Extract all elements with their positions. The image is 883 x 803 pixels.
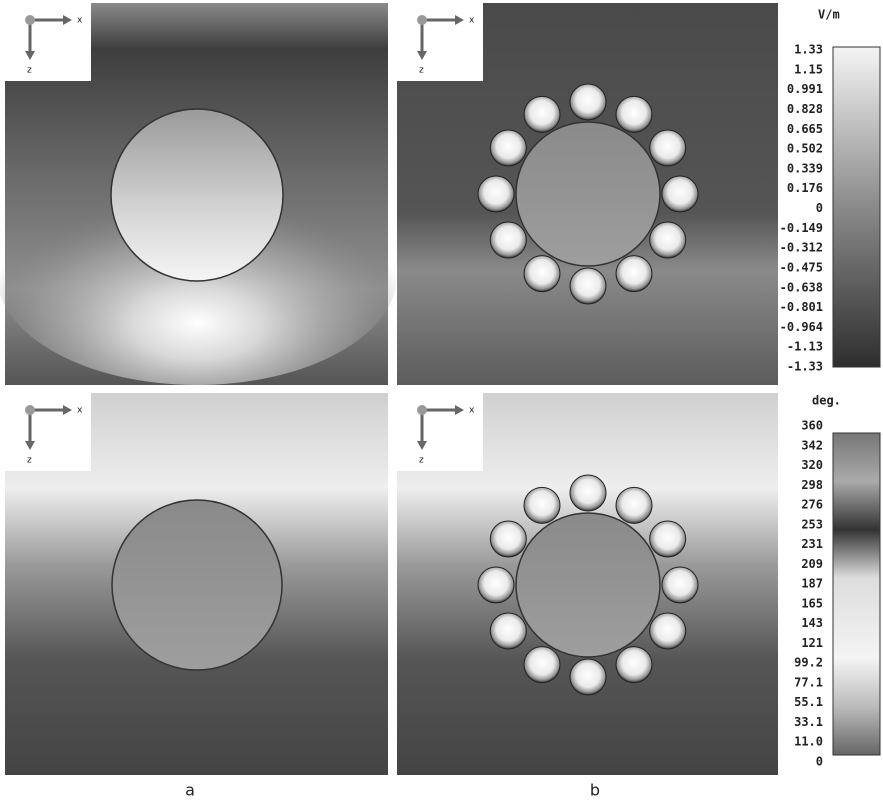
colorbar-tick-label: 0 <box>816 201 823 215</box>
sphere <box>524 96 560 132</box>
colorbar <box>833 47 880 367</box>
colorbar-tick-label: 0 <box>816 755 823 769</box>
axis-label: x <box>77 16 83 26</box>
axis-origin <box>25 15 35 25</box>
colorbar-tick-label: -0.475 <box>780 260 823 274</box>
cylinder <box>516 122 660 266</box>
sphere <box>616 256 652 292</box>
colorbar-tick-label: 360 <box>801 419 823 433</box>
axis-label: z <box>27 456 32 466</box>
sphere <box>616 487 652 523</box>
sphere <box>650 521 686 557</box>
colorbar-tick-label: 0.176 <box>787 181 823 195</box>
sphere <box>524 647 560 683</box>
colorbar-unit: deg. <box>812 394 841 408</box>
panel-label: b <box>590 781 600 800</box>
cylinder <box>111 109 283 281</box>
colorbar-tick-label: -0.149 <box>780 221 823 235</box>
colorbar-tick-label: 1.15 <box>794 62 823 76</box>
axis-label: z <box>419 66 424 76</box>
colorbar-tick-label: -0.964 <box>780 320 823 334</box>
colorbar-tick-label: 342 <box>801 438 823 452</box>
colorbar-tick-label: 77.1 <box>794 675 823 689</box>
sphere <box>662 567 698 603</box>
colorbar-tick-label: 1.33 <box>794 43 823 57</box>
sphere <box>570 475 606 511</box>
sphere <box>650 222 686 258</box>
colorbar-tick-label: 0.991 <box>787 82 823 96</box>
colorbar-tick-label: 0.502 <box>787 142 823 156</box>
axis-label: z <box>419 456 424 466</box>
sphere <box>570 268 606 304</box>
sphere <box>616 96 652 132</box>
colorbar-tick-label: 121 <box>801 636 823 650</box>
colorbar-tick-label: 0.665 <box>787 122 823 136</box>
sphere <box>490 130 526 166</box>
sphere <box>650 613 686 649</box>
colorbar-tick-label: 11.0 <box>794 735 823 749</box>
colorbar-tick-label: 55.1 <box>794 695 823 709</box>
sphere <box>490 613 526 649</box>
panel-label: a <box>185 781 195 800</box>
axis-label: x <box>469 16 475 26</box>
cylinder <box>112 500 282 670</box>
sphere <box>478 176 514 212</box>
axis-label: z <box>27 66 32 76</box>
axis-label: x <box>77 406 83 416</box>
sphere <box>650 130 686 166</box>
sphere <box>478 567 514 603</box>
sphere <box>616 647 652 683</box>
colorbar-unit: V/m <box>818 8 840 22</box>
colorbar-tick-label: 165 <box>801 596 823 610</box>
axis-origin <box>417 15 427 25</box>
colorbar <box>833 433 880 755</box>
colorbar-tick-label: 143 <box>801 616 823 630</box>
colorbar-tick-label: -0.312 <box>780 241 823 255</box>
colorbar-tick-label: -1.33 <box>787 360 823 374</box>
sphere <box>662 176 698 212</box>
cylinder <box>516 513 660 657</box>
colorbar-tick-label: 253 <box>801 517 823 531</box>
axis-label: x <box>469 406 475 416</box>
colorbar-tick-label: 99.2 <box>794 656 823 670</box>
colorbar-tick-label: 320 <box>801 458 823 472</box>
colorbar-tick-label: 298 <box>801 478 823 492</box>
colorbar-tick-label: -1.13 <box>787 340 823 354</box>
colorbar-tick-label: 209 <box>801 557 823 571</box>
sphere <box>524 487 560 523</box>
sphere <box>490 222 526 258</box>
colorbar-tick-label: 276 <box>801 498 823 512</box>
axis-origin <box>25 405 35 415</box>
sphere <box>570 84 606 120</box>
axis-origin <box>417 405 427 415</box>
figure: V/m deg. a b x z x z x z x z 1.33 1.15 0.991 0.828 0… <box>0 0 883 803</box>
colorbar-tick-label: 231 <box>801 537 823 551</box>
sphere <box>570 659 606 695</box>
sphere <box>524 256 560 292</box>
colorbar-tick-label: 187 <box>801 577 823 591</box>
sphere <box>490 521 526 557</box>
colorbar-tick-label: 0.339 <box>787 161 823 175</box>
colorbar-tick-label: 0.828 <box>787 102 823 116</box>
colorbar-tick-label: 33.1 <box>794 715 823 729</box>
colorbar-tick-label: -0.801 <box>780 300 823 314</box>
colorbar-tick-label: -0.638 <box>780 280 823 294</box>
